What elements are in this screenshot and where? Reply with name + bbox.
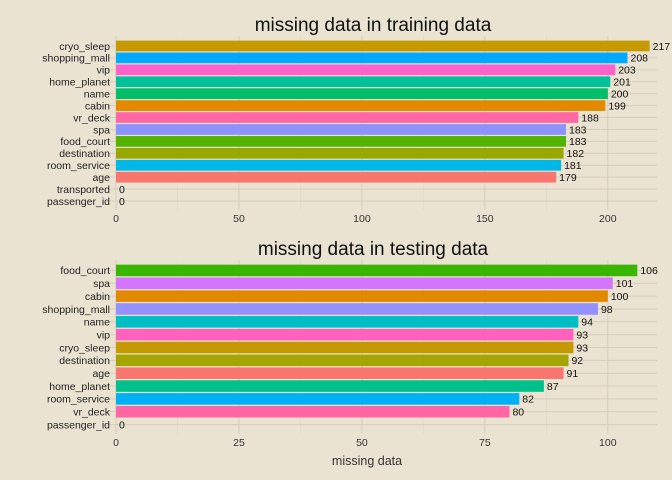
value-label: 91 — [567, 368, 579, 380]
bar-cryo_sleep — [116, 341, 574, 354]
bar-vr_deck — [116, 405, 510, 418]
category-label: shopping_mall — [42, 53, 110, 65]
value-label: 92 — [571, 355, 583, 367]
bar-vip — [116, 328, 574, 341]
value-label: 100 — [611, 291, 629, 303]
category-label: age — [92, 172, 110, 184]
category-label: destination — [59, 148, 110, 160]
bar-home_planet — [116, 76, 611, 88]
category-label: cabin — [85, 100, 110, 112]
bar-cabin — [116, 100, 606, 111]
category-label: food_court — [60, 265, 110, 277]
x-tick-label: 200 — [599, 213, 617, 225]
category-label: vip — [97, 65, 111, 77]
category-label: room_service — [47, 394, 110, 406]
category-label: vip — [97, 329, 111, 341]
value-label: 87 — [547, 381, 559, 393]
value-label: 188 — [581, 112, 599, 124]
value-label: 94 — [581, 317, 593, 329]
category-label: spa — [93, 278, 110, 290]
category-label: passenger_id — [47, 196, 110, 208]
chart-2-title: missing data in testing data — [258, 239, 489, 260]
category-label: home_planet — [49, 77, 110, 89]
bar-shopping_mall — [116, 303, 598, 315]
chart-1-title: missing data in training data — [255, 15, 492, 36]
bar-spa — [116, 124, 567, 135]
category-label: spa — [93, 124, 110, 136]
value-label: 203 — [618, 65, 636, 77]
value-label: 179 — [559, 172, 577, 184]
bar-vip — [116, 64, 616, 76]
value-label: 183 — [569, 124, 587, 136]
value-label: 0 — [119, 196, 125, 208]
x-tick-label: 50 — [356, 437, 368, 449]
category-label: cryo_sleep — [59, 41, 110, 53]
value-label: 181 — [564, 160, 582, 172]
bar-name — [116, 316, 579, 328]
x-tick-label: 0 — [113, 213, 119, 225]
bar-vr_deck — [116, 112, 579, 123]
x-tick-label: 75 — [479, 437, 491, 449]
category-label: vr_deck — [73, 407, 111, 419]
value-label: 93 — [576, 342, 588, 354]
bar-destination — [116, 147, 564, 159]
value-label: 82 — [522, 394, 534, 406]
x-tick-label: 150 — [476, 213, 494, 225]
bar-cryo_sleep — [116, 40, 650, 52]
value-label: 98 — [601, 304, 613, 316]
bar-spa — [116, 277, 613, 290]
chart-2-x-axis-label: missing data — [332, 454, 402, 468]
value-label: 106 — [640, 265, 658, 277]
category-label: cabin — [85, 291, 110, 303]
bar-age — [116, 367, 564, 379]
bar-food_court — [116, 136, 567, 147]
bar-room_service — [116, 393, 520, 405]
category-label: vr_deck — [73, 112, 111, 124]
x-tick-label: 25 — [233, 437, 245, 449]
bar-food_court — [116, 264, 638, 277]
value-label: 208 — [630, 53, 648, 65]
category-label: name — [84, 317, 110, 329]
bar-shopping_mall — [116, 52, 628, 64]
bar-home_planet — [116, 380, 544, 392]
value-label: 0 — [119, 184, 125, 196]
category-label: food_court — [60, 136, 110, 148]
x-tick-label: 100 — [353, 213, 371, 225]
chart-2-panel: food_court 106 spa 101 cabin 100 shopping_mall… — [42, 260, 658, 449]
category-label: room_service — [47, 160, 110, 172]
value-label: 182 — [567, 148, 585, 160]
value-label: 0 — [119, 419, 125, 431]
bar-name — [116, 88, 608, 100]
category-label: passenger_id — [47, 419, 110, 431]
category-label: destination — [59, 355, 110, 367]
bar-cabin — [116, 290, 608, 302]
value-label: 201 — [613, 77, 631, 89]
value-label: 183 — [569, 136, 587, 148]
value-label: 93 — [576, 329, 588, 341]
category-label: name — [84, 88, 110, 100]
value-label: 101 — [616, 278, 634, 290]
chart-1-panel: cryo_sleep 217 shopping_mall 208 vip 203 home_… — [42, 36, 670, 225]
value-label: 217 — [653, 41, 671, 53]
category-label: shopping_mall — [42, 304, 110, 316]
category-label: transported — [57, 184, 110, 196]
category-label: age — [92, 368, 110, 380]
x-tick-label: 0 — [113, 437, 119, 449]
value-label: 80 — [512, 407, 524, 419]
x-tick-label: 100 — [599, 437, 617, 449]
value-label: 199 — [608, 100, 626, 112]
x-tick-label: 50 — [233, 213, 245, 225]
value-label: 200 — [611, 88, 629, 100]
bar-age — [116, 171, 557, 183]
category-label: cryo_sleep — [59, 342, 110, 354]
bar-room_service — [116, 159, 562, 171]
category-label: home_planet — [49, 381, 110, 393]
bar-destination — [116, 354, 569, 367]
